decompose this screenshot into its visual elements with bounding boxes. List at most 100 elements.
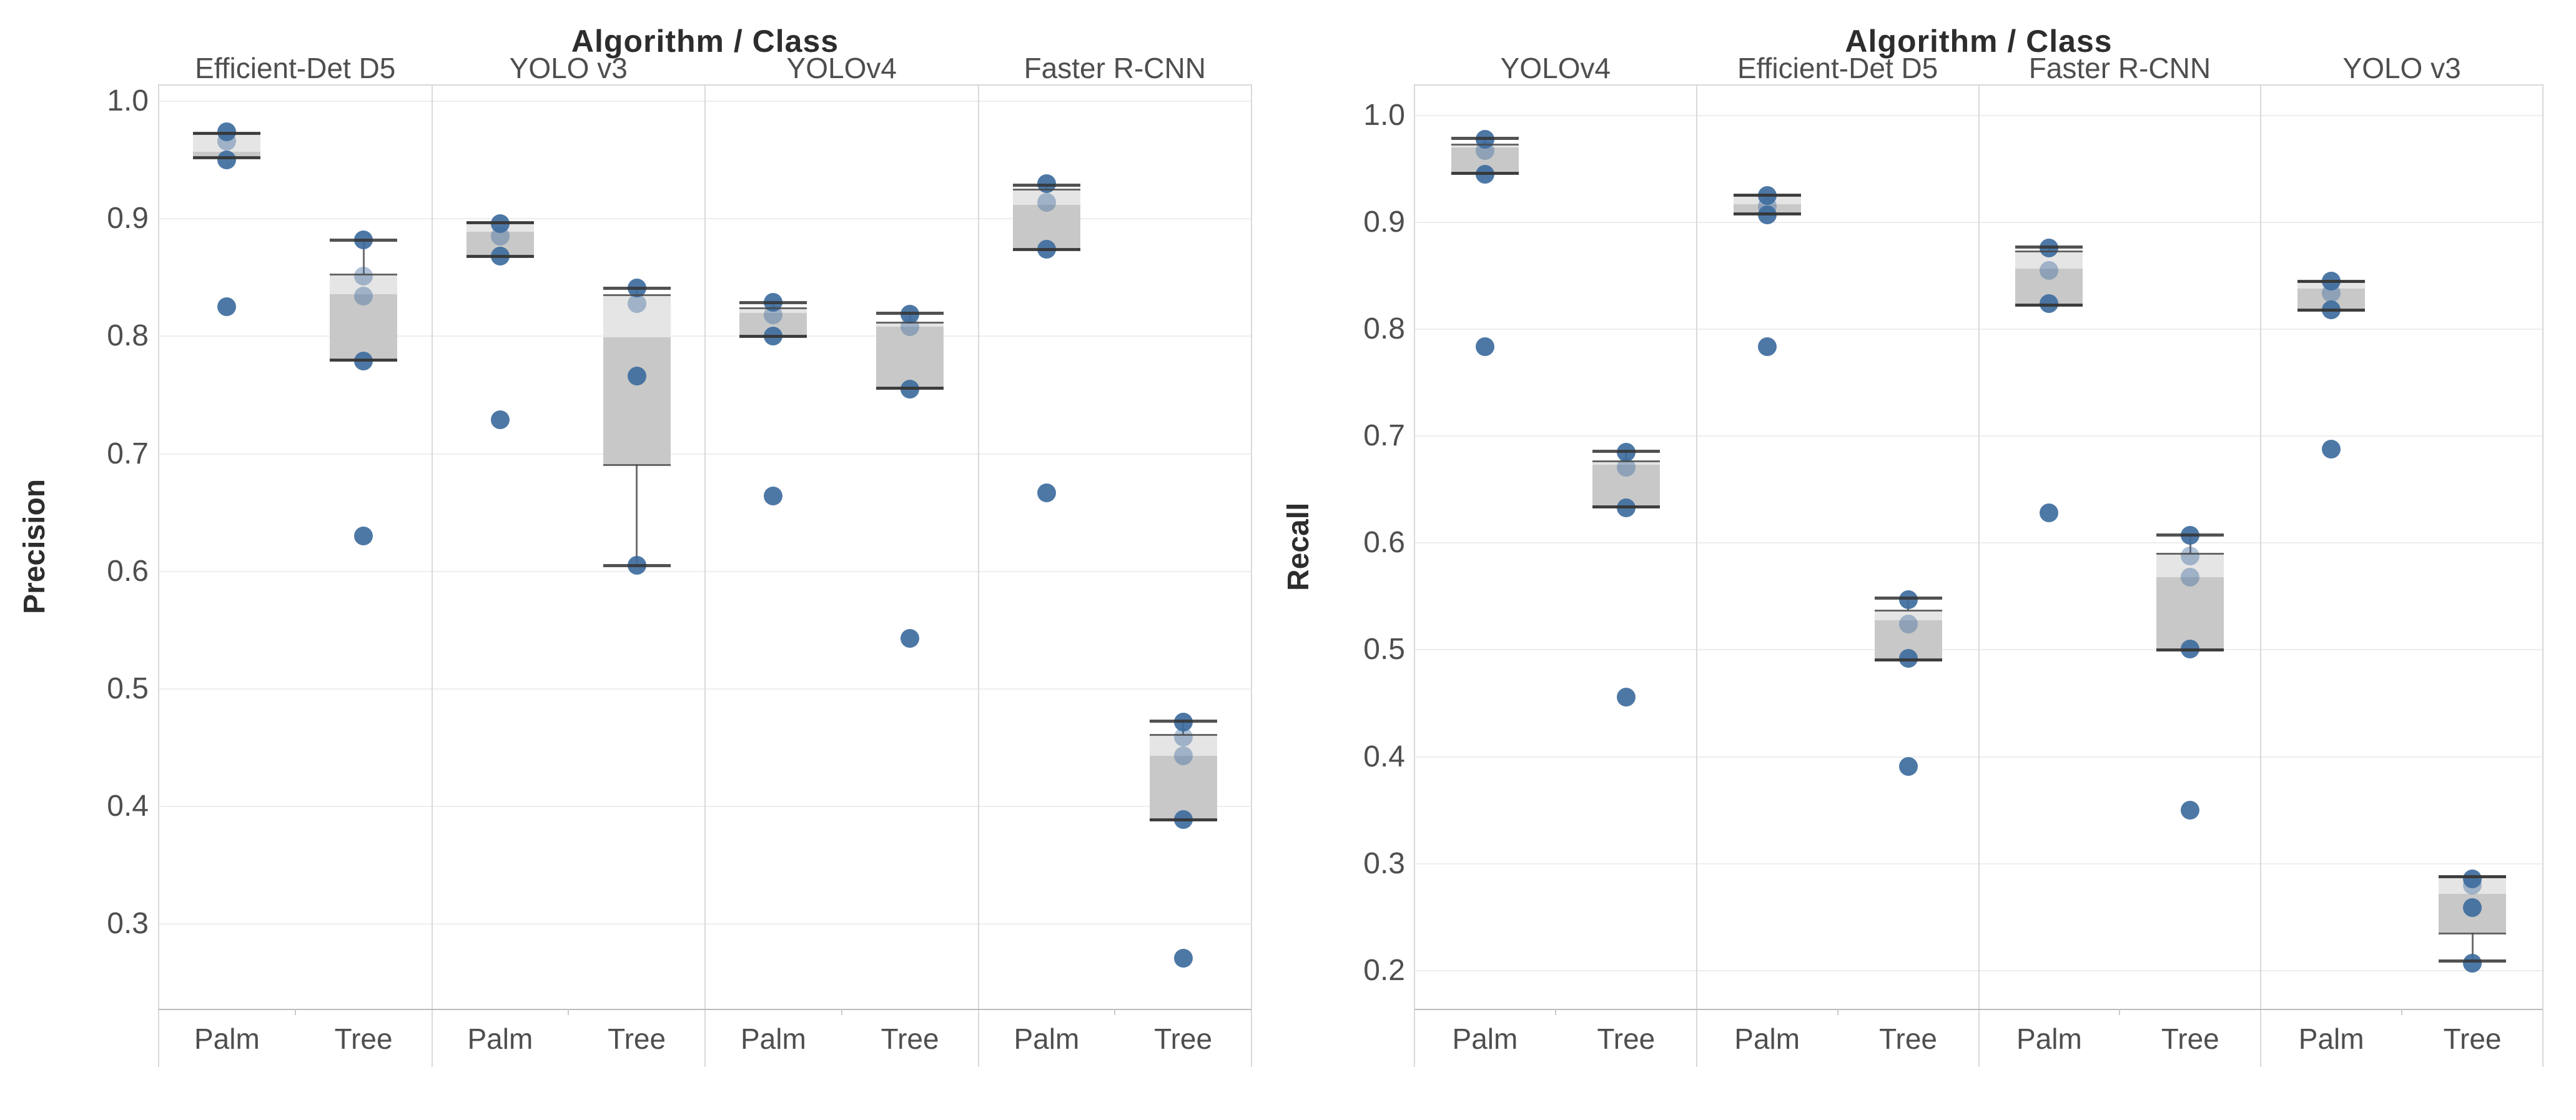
data-point [1898,756,1918,776]
category-label: Palm [740,1023,806,1055]
panel-divider [158,84,159,1067]
data-point [2040,503,2059,523]
box-upper-quartile [330,274,398,294]
category-label: Tree [2161,1023,2219,1055]
data-point [2463,869,2482,888]
lower-hinge-line [2439,932,2507,934]
y-tick-label: 0.7 [107,437,149,470]
upper-whisker-cap [876,311,944,315]
data-point [2463,898,2482,917]
panel-header: YOLOv4 [1500,52,1611,84]
box-upper-quartile [876,322,944,327]
category-label: Palm [1734,1023,1800,1055]
upper-whisker-cap [1874,596,1942,600]
data-point [2463,953,2482,973]
panel-divider [1695,84,1697,1067]
y-tick-label: 0.7 [1363,419,1405,453]
data-point [1898,590,1918,610]
y-tick-label: 0.8 [1363,312,1405,346]
data-point [2322,439,2341,458]
lower-whisker-cap [1592,505,1660,509]
category-divider-tick [2401,1009,2403,1015]
upper-whisker-cap [193,131,261,135]
lower-whisker-cap [2015,303,2083,307]
precision-axis-title: Precision [18,478,51,615]
data-point [1037,192,1056,212]
upper-hinge-line [1149,734,1217,736]
box-lower-quartile [1149,756,1217,820]
lower-whisker-cap [739,335,807,339]
y-tick-label: 0.3 [107,907,149,941]
upper-whisker-cap [1451,136,1519,140]
y-tick-label: 1.0 [107,84,149,117]
y-tick-label: 0.6 [107,554,149,588]
upper-whisker-cap [2156,533,2224,537]
y-tick-label: 0.5 [107,672,149,706]
category-divider-tick [1554,1009,1556,1015]
lower-whisker-cap [466,255,534,259]
lower-whisker [2471,933,2474,961]
panel-header: Faster R-CNN [1024,52,1206,84]
data-point [2040,261,2059,280]
x-axis-line [1414,1009,2543,1010]
lower-whisker-cap [603,564,671,568]
data-point [627,367,646,386]
y-tick-label: 0.4 [1363,740,1405,773]
category-label: Tree [2443,1023,2502,1055]
panel-header: Efficient-Det D5 [1737,52,1938,84]
upper-hinge-line [330,273,398,275]
lower-whisker-cap [876,387,944,390]
lower-whisker-cap [2439,959,2507,963]
upper-hinge-line [2156,553,2224,555]
y-tick-label: 0.6 [1363,526,1405,560]
panel-header: Faster R-CNN [2028,52,2211,84]
data-point [1173,746,1193,766]
data-point [901,629,920,648]
category-label: Tree [1154,1023,1213,1055]
upper-hinge-line [1874,610,1942,612]
data-point [490,410,510,429]
upper-hinge-line [603,294,671,297]
category-label: Palm [1452,1023,1518,1055]
upper-whisker-cap [1012,183,1080,187]
box-upper-quartile [1592,460,1660,465]
upper-whisker-cap [2439,875,2507,879]
recall-chart-title: Algorithm / Class [1845,24,2113,59]
category-label: Palm [194,1023,260,1055]
box-lower-quartile [2156,577,2224,650]
box-upper-quartile [603,295,671,338]
category-divider-tick [841,1009,842,1015]
panel-divider [2260,84,2262,1067]
box-lower-quartile [876,327,944,389]
upper-whisker-cap [2015,245,2083,249]
upper-hinge-line [876,321,944,324]
data-point [217,297,237,317]
panel-header: YOLOv4 [786,52,897,84]
data-point [1475,337,1494,356]
box-upper-quartile [1874,610,1942,620]
y-tick-label: 1.0 [1363,98,1405,132]
category-label: Tree [608,1023,666,1055]
upper-whisker-cap [1149,719,1217,723]
panel-divider [1414,84,1415,1067]
y-tick-label: 0.9 [1363,206,1405,239]
panel-divider [977,84,979,1067]
upper-whisker-cap [2297,280,2366,284]
panel-header: YOLO v3 [2342,52,2461,84]
category-label: Tree [881,1023,939,1055]
category-label: Tree [1597,1023,1656,1055]
lower-whisker-cap [1012,248,1080,252]
data-point [1173,949,1193,968]
y-tick-label: 0.5 [1363,633,1405,667]
panel-header: YOLO v3 [509,52,628,84]
panel-header: Efficient-Det D5 [195,52,396,84]
data-point [217,151,237,170]
panel-divider [431,84,433,1067]
category-label: Palm [2016,1023,2082,1055]
box-upper-quartile [2156,553,2224,578]
lower-hinge-line [603,463,671,466]
data-point [1037,483,1056,502]
data-point [1616,687,1636,706]
data-point [2181,568,2200,587]
upper-whisker-cap [603,287,671,290]
